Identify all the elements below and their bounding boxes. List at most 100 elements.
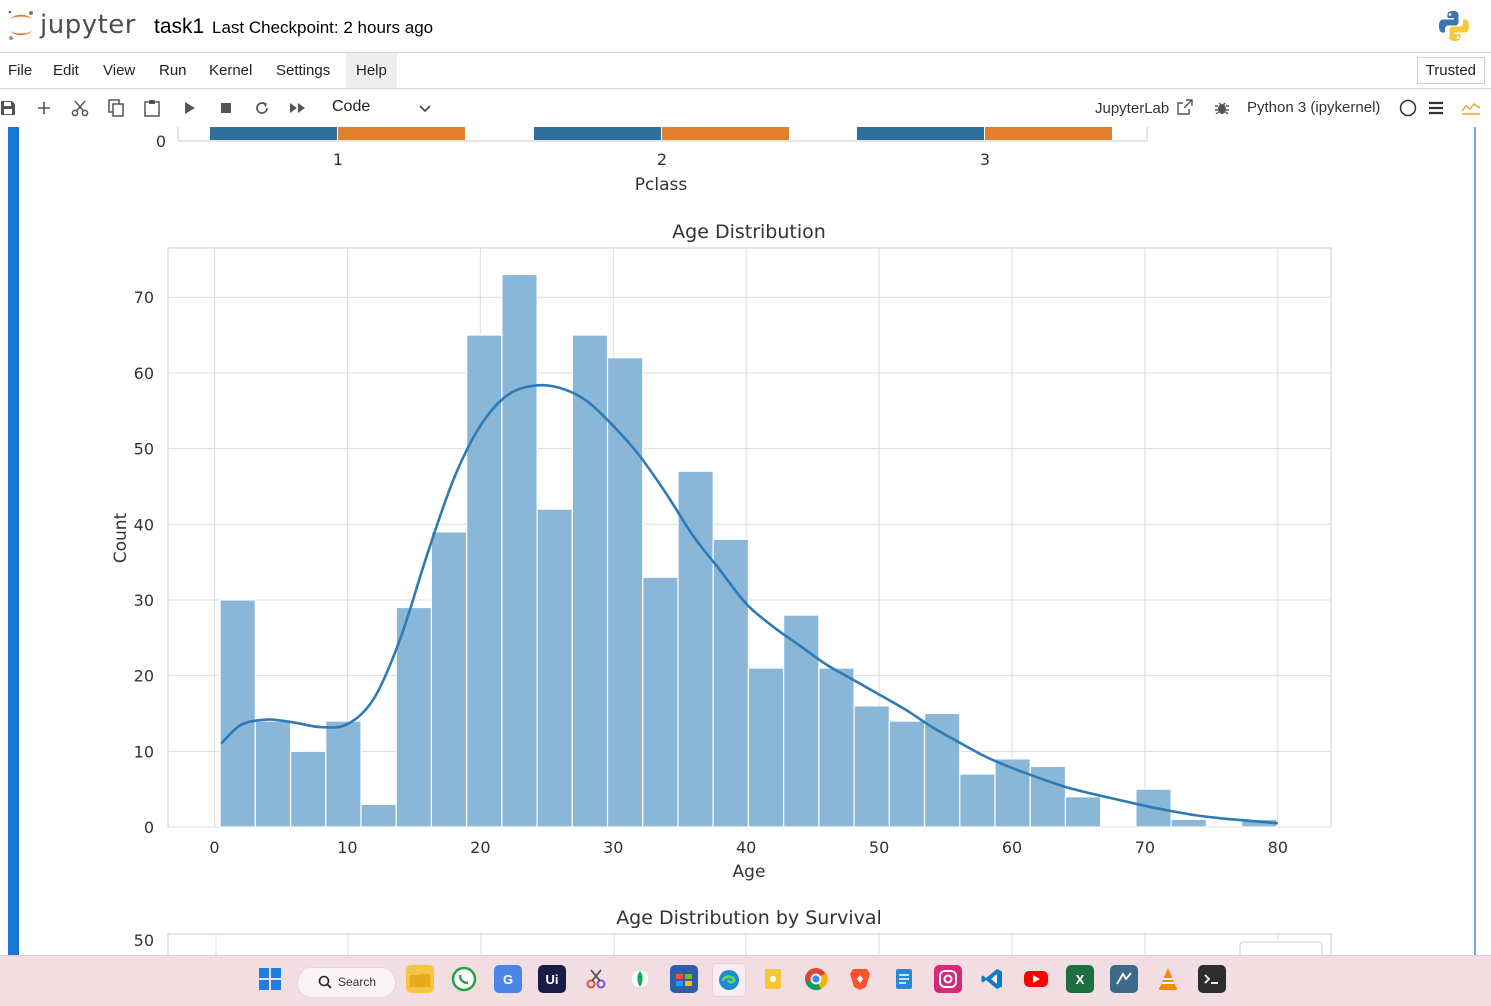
instagram-icon[interactable] bbox=[934, 965, 962, 993]
pclass-plot-frame bbox=[177, 127, 1148, 142]
pclass-bar-2-series-2 bbox=[662, 127, 789, 140]
age-xtick-80: 80 bbox=[1268, 838, 1288, 857]
paste-icon[interactable] bbox=[142, 98, 162, 118]
terminal-icon[interactable] bbox=[1198, 965, 1226, 993]
chrome-icon[interactable] bbox=[802, 965, 830, 993]
restart-kernel-icon[interactable] bbox=[252, 98, 272, 118]
age-bar-22 bbox=[994, 758, 1031, 828]
debugger-bug-icon[interactable] bbox=[1212, 98, 1232, 118]
taskbar-search-box[interactable]: Search bbox=[297, 967, 396, 998]
run-cell-icon[interactable] bbox=[180, 98, 200, 118]
jupyter-logo[interactable]: jupyter bbox=[6, 8, 136, 42]
menu-file[interactable]: File bbox=[8, 62, 33, 79]
notepad-icon[interactable] bbox=[890, 965, 918, 993]
age-bar-11 bbox=[606, 357, 644, 828]
file-explorer-icon[interactable] bbox=[406, 965, 434, 993]
save-icon[interactable] bbox=[0, 98, 18, 118]
age-bar-5 bbox=[395, 606, 433, 828]
active-cell-indicator[interactable] bbox=[8, 127, 19, 955]
vscode-icon[interactable] bbox=[978, 965, 1006, 993]
jupyterlab-label: JupyterLab bbox=[1095, 100, 1170, 117]
age-bar-1 bbox=[254, 720, 292, 828]
menu-view[interactable]: View bbox=[103, 62, 136, 79]
cut-icon[interactable] bbox=[70, 98, 90, 118]
python-logo-icon bbox=[1437, 9, 1471, 48]
menu-settings[interactable]: Settings bbox=[276, 62, 331, 79]
windows-start-icon[interactable] bbox=[256, 965, 284, 993]
age-ylabel: Count bbox=[111, 512, 131, 563]
age-kde-line bbox=[220, 383, 1278, 825]
age-bar-6 bbox=[430, 531, 468, 828]
age-bar-10 bbox=[571, 334, 609, 828]
pclass-bar-3-series-1 bbox=[857, 127, 984, 140]
pclass-xtick-2: 2 bbox=[657, 150, 667, 169]
menu-help[interactable]: Help bbox=[346, 53, 397, 88]
snipping-tool-icon[interactable] bbox=[582, 965, 610, 993]
interrupt-kernel-icon[interactable] bbox=[216, 98, 236, 118]
kernel-name[interactable]: Python 3 (ipykernel) bbox=[1247, 99, 1381, 116]
pclass-bar-1-series-2 bbox=[338, 127, 465, 140]
search-icon bbox=[318, 975, 332, 989]
pclass-xlabel: Pclass bbox=[635, 175, 688, 195]
search-label: Search bbox=[338, 975, 377, 989]
google-translate-icon[interactable]: G bbox=[494, 965, 522, 993]
survival-legend-box bbox=[1239, 941, 1323, 955]
restart-run-all-icon[interactable] bbox=[288, 98, 308, 118]
open-in-jupyterlab-link[interactable]: JupyterLab bbox=[1095, 99, 1194, 117]
sticky-notes-icon[interactable] bbox=[759, 965, 787, 993]
copy-icon[interactable] bbox=[106, 98, 126, 118]
pclass-xtick-1: 1 bbox=[333, 150, 343, 169]
resource-usage-icon[interactable] bbox=[1461, 98, 1481, 118]
pclass-bar-2-series-1 bbox=[534, 127, 661, 140]
age-ytick-0: 0 bbox=[144, 818, 154, 837]
age-by-survival-chart: Age Distribution by Survival 50 bbox=[134, 907, 1332, 955]
age-bar-20 bbox=[923, 712, 961, 828]
notebook-cell-output: 0 1 2 3 Pclass Age Distribution 0 10 20 30 4… bbox=[0, 127, 1491, 955]
kernel-status-idle-icon bbox=[1398, 98, 1418, 118]
brave-browser-icon[interactable] bbox=[846, 965, 874, 993]
whatsapp-icon[interactable] bbox=[450, 965, 478, 993]
age-ytick-20: 20 bbox=[134, 667, 154, 686]
chevron-down-icon[interactable] bbox=[418, 101, 432, 120]
mysql-workbench-icon[interactable] bbox=[1110, 965, 1138, 993]
age-bar-0 bbox=[219, 599, 256, 828]
microsoft-store-icon[interactable] bbox=[670, 965, 698, 993]
cell-type-select[interactable]: Code bbox=[332, 98, 371, 115]
survival-chart-title: Age Distribution by Survival bbox=[616, 907, 882, 929]
last-checkpoint: Last Checkpoint: 2 hours ago bbox=[212, 18, 434, 37]
age-bar-21 bbox=[959, 773, 996, 828]
age-bar-15 bbox=[747, 667, 785, 828]
notebook-title[interactable]: task1 bbox=[154, 15, 205, 38]
add-cell-icon[interactable] bbox=[34, 98, 54, 118]
excel-icon[interactable]: X bbox=[1066, 965, 1094, 993]
age-bar-14 bbox=[712, 538, 750, 828]
cell-border bbox=[1474, 127, 1476, 955]
age-bar-16 bbox=[783, 614, 820, 828]
trusted-indicator[interactable]: Trusted bbox=[1416, 57, 1485, 84]
age-xlabel: Age bbox=[733, 862, 766, 882]
windows-taskbar: Search G Ui X bbox=[0, 955, 1491, 1006]
menu-run[interactable]: Run bbox=[159, 62, 187, 79]
age-histogram: Age Distribution 0 10 20 30 40 50 60 70 80 0 10 20 3… bbox=[111, 221, 1332, 882]
pclass-bar-3-series-2 bbox=[985, 127, 1112, 140]
age-ytick-10: 10 bbox=[134, 742, 154, 761]
uipath-icon[interactable]: Ui bbox=[538, 965, 566, 993]
jupyter-logo-text: jupyter bbox=[40, 10, 136, 40]
age-xtick-10: 10 bbox=[337, 838, 357, 857]
age-xtick-60: 60 bbox=[1002, 838, 1022, 857]
age-bar-3 bbox=[325, 720, 362, 828]
vlc-icon[interactable] bbox=[1154, 965, 1182, 993]
youtube-icon[interactable] bbox=[1022, 965, 1050, 993]
menu-lines-icon[interactable] bbox=[1426, 98, 1446, 118]
age-xtick-70: 70 bbox=[1135, 838, 1155, 857]
age-xtick-30: 30 bbox=[603, 838, 623, 857]
age-bar-24 bbox=[1064, 796, 1102, 828]
mongodb-compass-icon[interactable] bbox=[626, 965, 654, 993]
age-bar-7 bbox=[466, 334, 503, 828]
external-link-icon bbox=[1177, 99, 1194, 115]
edge-browser-icon[interactable] bbox=[712, 963, 746, 997]
menu-edit[interactable]: Edit bbox=[53, 62, 79, 79]
age-bar-4 bbox=[360, 803, 397, 828]
menu-kernel[interactable]: Kernel bbox=[209, 62, 253, 79]
pclass-xtick-3: 3 bbox=[980, 150, 990, 169]
